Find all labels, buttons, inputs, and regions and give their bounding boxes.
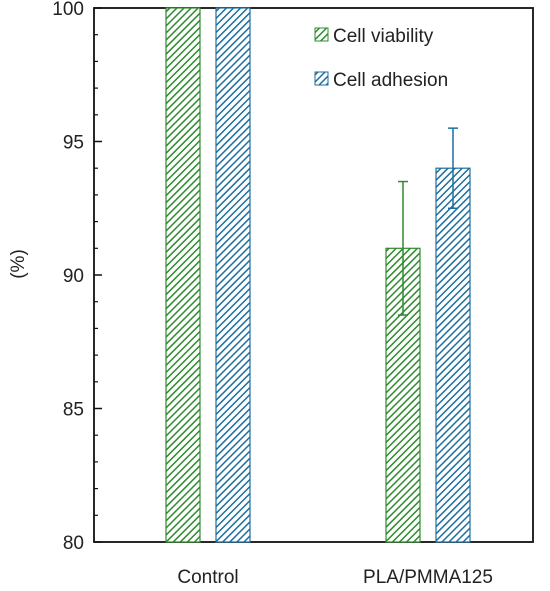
y-tick-label: 90 — [63, 266, 84, 287]
legend-label: Cell viability — [333, 26, 434, 47]
legend-swatch — [314, 71, 329, 86]
legend-swatch — [314, 27, 329, 42]
y-axis-label: (%) — [8, 249, 29, 279]
y-tick-label: 95 — [63, 133, 84, 154]
y-tick-label: 85 — [63, 400, 84, 421]
bar — [215, 7, 251, 543]
bar — [435, 167, 471, 543]
bar — [165, 7, 201, 543]
x-category-label: PLA/PMMA125 — [363, 567, 493, 588]
y-tick-label: 100 — [52, 0, 84, 20]
plot-area: 80 85 90 95 100 Control PLA/PMMA125 Cell viabil… — [52, 0, 534, 588]
legend-label: Cell adhesion — [333, 70, 448, 91]
x-category-label: Control — [177, 567, 238, 588]
y-tick-label: 80 — [63, 533, 84, 554]
